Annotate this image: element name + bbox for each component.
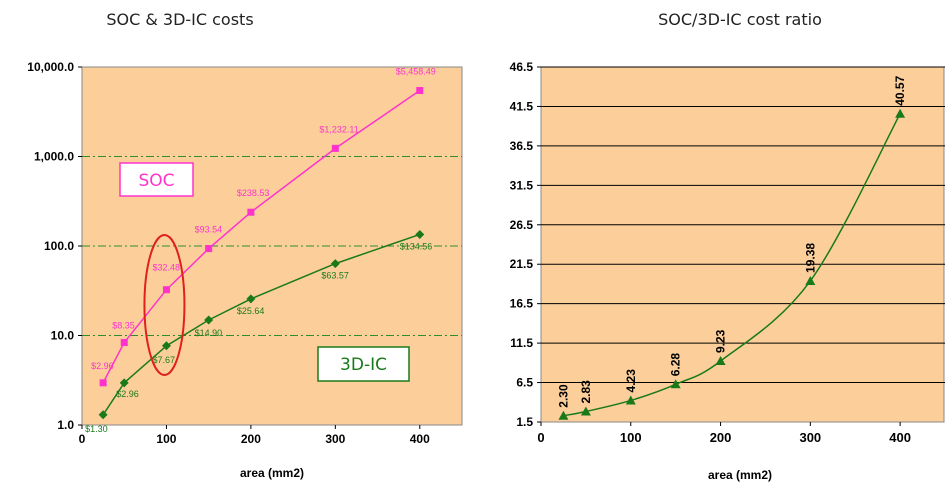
3d-ic-point xyxy=(415,229,425,239)
3d-ic-data-label: $63.57 xyxy=(321,271,349,281)
left-x-tick-label: 100 xyxy=(156,432,176,446)
left-y-tick-label: 10.0 xyxy=(51,329,75,343)
right-y-tick-label: 11.5 xyxy=(510,336,533,350)
right-y-tick-label: 31.5 xyxy=(510,178,534,192)
ratio-data-label: 2.83 xyxy=(579,380,593,404)
left-y-tick-label: 1.0 xyxy=(57,418,74,432)
right-y-tick-label: 36.5 xyxy=(510,139,534,153)
right-x-tick-label: 400 xyxy=(889,430,911,445)
3d-ic-data-label: $134.56 xyxy=(400,241,433,251)
ratio-data-label: 9.23 xyxy=(714,329,728,353)
highlight-ellipse xyxy=(143,234,186,376)
soc-callout-label: SOC xyxy=(138,171,174,191)
left-y-tick-label: 10,000.0 xyxy=(27,60,74,74)
ratio-point xyxy=(805,275,816,285)
right-chart-title: SOC/3D-IC cost ratio xyxy=(658,10,822,29)
3d-ic-point xyxy=(161,341,171,351)
soc-data-label: $32.48 xyxy=(152,263,180,273)
soc-point xyxy=(120,339,128,347)
left-x-axis-label: area (mm2) xyxy=(240,466,304,480)
soc-point xyxy=(331,144,339,152)
soc-data-label: $8.35 xyxy=(112,321,135,331)
left-x-tick-label: 200 xyxy=(241,432,261,446)
right-y-tick-label: 6.5 xyxy=(516,376,533,390)
soc-data-label: $93.54 xyxy=(195,225,223,235)
3d-ic-data-label: $2.96 xyxy=(116,389,139,399)
ratio-point xyxy=(580,406,591,416)
ratio-series-line xyxy=(563,113,901,417)
soc-point xyxy=(162,286,170,294)
left-x-tick-label: 300 xyxy=(325,432,345,446)
ratio-point xyxy=(670,379,681,389)
3d-ic-point xyxy=(246,294,256,304)
soc-data-label: $5,458.49 xyxy=(396,67,436,77)
ratio-data-label: 19.38 xyxy=(803,243,817,273)
3d-ic-point xyxy=(204,315,214,325)
left-chart-title: SOC & 3D-IC costs xyxy=(106,10,254,29)
ratio-data-label: 6.28 xyxy=(669,353,683,377)
3d-ic-data-label: $25.64 xyxy=(237,306,265,316)
right-y-tick-label: 1.5 xyxy=(516,415,533,429)
ratio-data-label: 40.57 xyxy=(893,75,907,105)
right-x-tick-label: 0 xyxy=(537,430,544,445)
ratio-point xyxy=(715,356,726,366)
soc-point xyxy=(205,245,213,253)
right-x-tick-label: 200 xyxy=(710,430,732,445)
soc-callout-box xyxy=(119,162,194,197)
right-x-axis-label: area (mm2) xyxy=(708,468,772,482)
right-x-tick-label: 100 xyxy=(620,430,642,445)
right-y-tick-label: 21.5 xyxy=(510,257,534,271)
soc-point xyxy=(416,87,424,95)
right-y-tick-label: 26.5 xyxy=(510,218,534,232)
3d-ic-point xyxy=(119,378,129,388)
3d-ic-callout-box xyxy=(317,346,410,382)
3d-ic-point xyxy=(98,410,108,420)
left-y-tick-label: 1,000.0 xyxy=(34,150,74,164)
soc-data-label: $1,232.11 xyxy=(319,124,358,134)
ratio-point xyxy=(558,410,569,420)
3d-ic-data-label: $1.30 xyxy=(85,424,108,434)
soc-point xyxy=(99,379,107,387)
3d-ic-data-label: $14.90 xyxy=(195,328,223,338)
right-y-tick-label: 41.5 xyxy=(510,99,534,113)
ratio-point xyxy=(625,395,636,405)
left-y-tick-label: 100.0 xyxy=(44,239,74,253)
3d-ic-callout-label: 3D-IC xyxy=(340,355,387,375)
left-x-tick-label: 400 xyxy=(410,432,430,446)
right-y-tick-label: 46.5 xyxy=(510,60,534,74)
3d-ic-data-label: $7.67 xyxy=(152,355,175,365)
soc-data-label: $2.96 xyxy=(91,361,114,371)
left-x-tick-label: 0 xyxy=(79,432,86,446)
right-y-tick-label: 16.5 xyxy=(510,297,534,311)
ratio-data-label: 2.30 xyxy=(556,384,570,408)
soc-data-label: $238.53 xyxy=(237,188,270,198)
ratio-data-label: 4.23 xyxy=(624,369,638,393)
right-plot-area xyxy=(540,66,945,423)
ratio-point xyxy=(895,108,906,118)
right-x-tick-label: 300 xyxy=(799,430,821,445)
soc-point xyxy=(247,208,255,216)
3d-ic-point xyxy=(330,259,340,269)
